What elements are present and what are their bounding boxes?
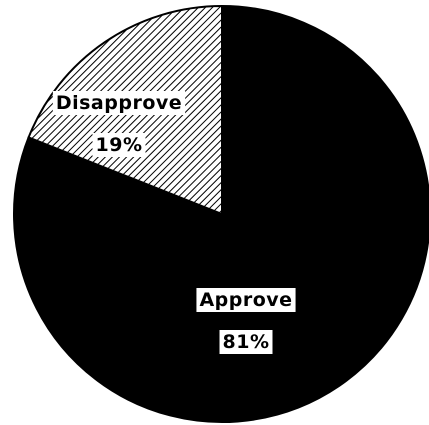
slice-label-disapprove: Disapprove [56, 92, 182, 114]
slice-label-approve: Approve [199, 289, 292, 311]
label-background [92, 133, 146, 157]
label-background [52, 91, 186, 115]
label-background [196, 288, 296, 312]
slice-value-label-disapprove: 19% [96, 134, 143, 156]
pie-labels: Approve 81% Disapprove 19% [52, 91, 296, 354]
slice-value-label-approve: 81% [223, 331, 270, 353]
pie-slices [13, 4, 429, 423]
label-background [219, 330, 273, 354]
